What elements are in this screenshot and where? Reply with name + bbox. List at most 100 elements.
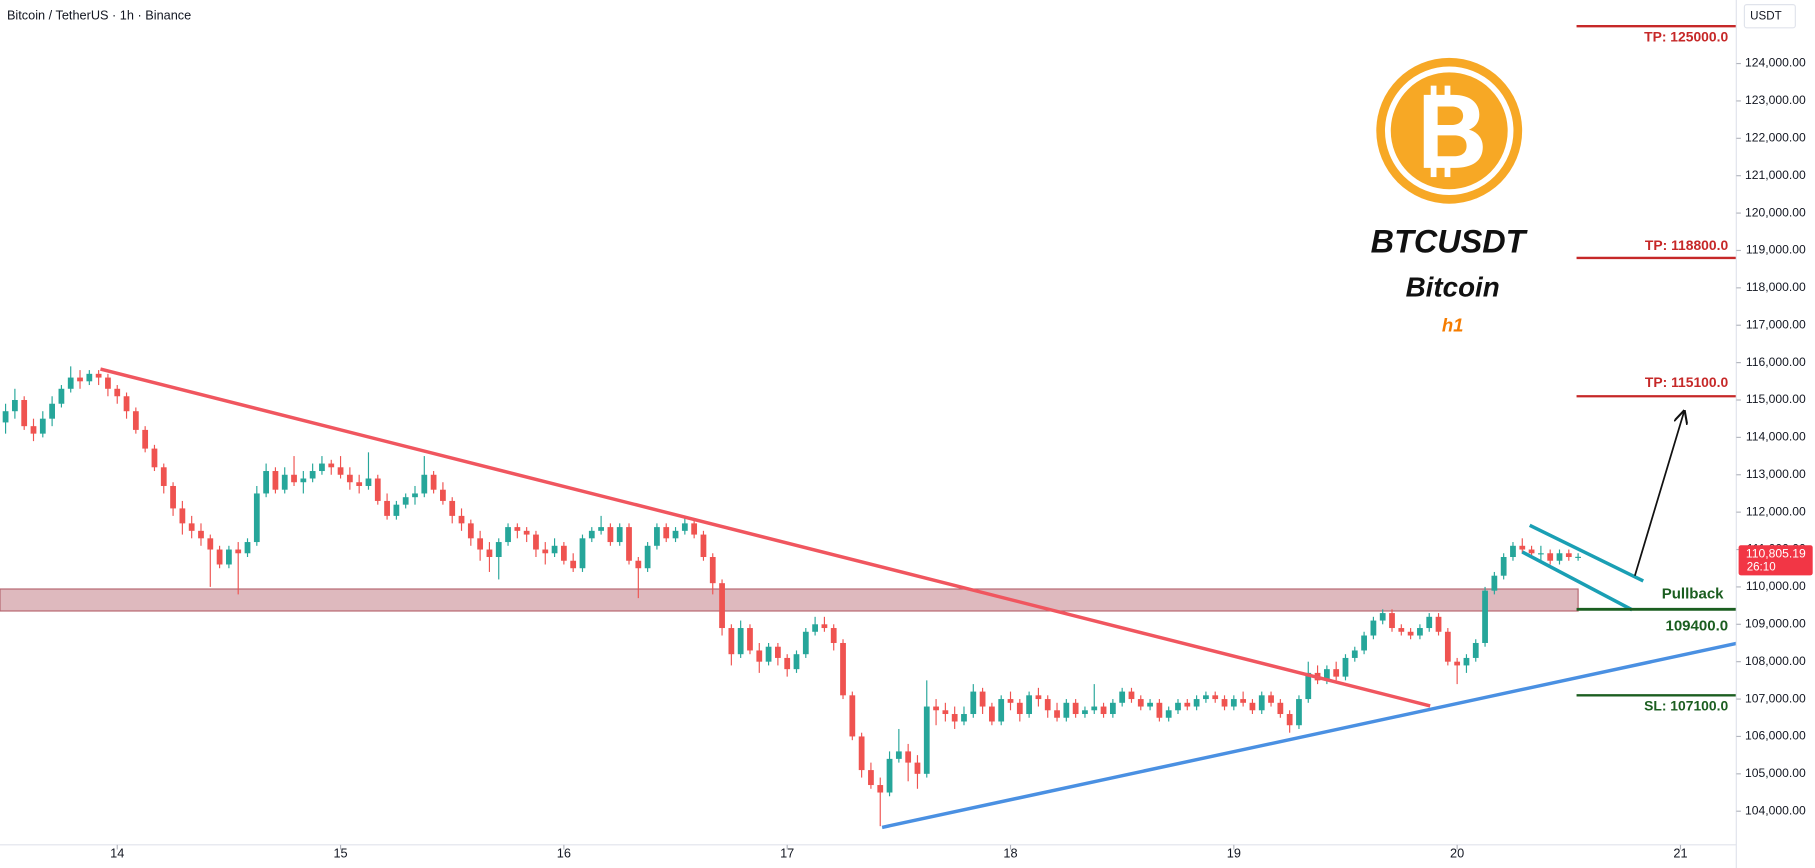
candle-body <box>840 642 846 696</box>
candle-body <box>756 650 763 662</box>
candle-body <box>95 373 102 378</box>
candle-body <box>1165 710 1172 718</box>
candle-body <box>1082 710 1088 715</box>
candle-body <box>1435 616 1442 632</box>
candle-body <box>1351 650 1358 658</box>
y-axis-unit: USDT <box>1750 10 1781 22</box>
candle-body <box>1547 553 1554 561</box>
candle-body <box>328 463 335 468</box>
level-label: TP: 118800.0 <box>1645 237 1729 253</box>
candle-body <box>775 646 781 658</box>
candle-body <box>337 467 344 475</box>
x-tick-label: 15 <box>333 845 347 860</box>
candle-body <box>1482 590 1488 643</box>
candle-body <box>1361 635 1367 651</box>
candle-body <box>1091 706 1098 711</box>
y-tick-label: 123,000.00 <box>1745 93 1806 107</box>
candle-body <box>1147 702 1153 707</box>
candle-body <box>979 691 986 707</box>
candle-body <box>1417 628 1423 636</box>
candle-body <box>700 534 707 558</box>
candle-body <box>151 448 158 468</box>
candle-body <box>914 762 921 774</box>
candle-body <box>1016 702 1023 715</box>
candle-body <box>719 583 725 629</box>
candle-body <box>607 527 614 543</box>
timeframe: h1 <box>1442 314 1464 335</box>
candle-body <box>1119 691 1126 703</box>
level-label: TP: 115100.0 <box>1645 374 1729 390</box>
support-zone <box>0 588 1579 612</box>
candle-body <box>1128 691 1135 700</box>
candle-body <box>560 545 567 561</box>
candle-body <box>533 534 539 550</box>
candle-body <box>1296 699 1302 726</box>
candle-body <box>858 736 865 771</box>
candle-body <box>77 377 83 382</box>
trendline <box>100 367 1431 708</box>
candle-body <box>505 527 511 543</box>
candle-body <box>365 478 372 486</box>
candle-body <box>477 538 484 550</box>
candle-body <box>737 628 744 655</box>
symbol-header: Bitcoin / TetherUS · 1h · Binance <box>7 8 191 23</box>
candle-body <box>1500 557 1507 576</box>
candle-body <box>105 377 111 389</box>
candle-body <box>142 429 149 449</box>
candle-body <box>1137 699 1144 707</box>
candle-body <box>253 493 260 543</box>
target-arrow <box>1634 411 1684 576</box>
chart-title: BTCUSDT <box>1371 224 1529 260</box>
candle-body <box>1463 657 1470 666</box>
candle-body <box>1575 556 1581 558</box>
candle-body <box>1426 616 1433 629</box>
candle-body <box>170 485 176 509</box>
candle-body <box>486 549 493 558</box>
candle-body <box>1528 549 1535 554</box>
candle-body <box>905 751 912 763</box>
candle-body <box>551 545 558 554</box>
candle-body <box>747 628 753 651</box>
candle-body <box>895 751 902 759</box>
unit-box[interactable] <box>1743 4 1796 29</box>
candle-body <box>49 403 55 419</box>
y-tick-label: 116,000.00 <box>1746 355 1806 369</box>
last-price-label: 110,805.19 <box>1746 547 1806 561</box>
candle-body <box>374 478 381 501</box>
candle-body <box>291 474 297 483</box>
y-tick-label: 121,000.00 <box>1745 168 1806 182</box>
candle-body <box>319 463 325 472</box>
candle-body <box>1203 695 1209 700</box>
candle-body <box>1333 669 1340 677</box>
candle-body <box>644 545 651 569</box>
y-tick-label: 105,000.00 <box>1745 766 1806 780</box>
candle-body <box>1156 702 1163 718</box>
candle-body <box>1193 699 1200 707</box>
candle-body <box>579 538 586 569</box>
bitcoin-logo <box>1376 57 1523 204</box>
candle-body <box>207 538 214 550</box>
chart-subtitle: Bitcoin <box>1406 272 1500 303</box>
candle-body <box>132 411 139 430</box>
y-tick-label: 120,000.00 <box>1745 205 1806 219</box>
y-tick-label: 112,000.00 <box>1746 504 1806 518</box>
candle-body <box>970 691 977 715</box>
candle-body <box>1044 699 1051 711</box>
candle-body <box>1444 631 1451 662</box>
candle-body <box>179 508 186 524</box>
candle-body <box>430 474 437 490</box>
candle-body <box>39 418 46 434</box>
candle-body <box>198 530 204 539</box>
candle-body <box>309 471 316 479</box>
y-tick-label: 110,000.00 <box>1746 579 1806 593</box>
y-tick-label: 124,000.00 <box>1745 56 1806 70</box>
candle-body <box>1556 553 1563 561</box>
candle-body <box>58 388 65 404</box>
pullback-label: Pullback <box>1662 585 1724 602</box>
candle-body <box>123 396 130 412</box>
candle-body <box>1026 695 1033 715</box>
candle-body <box>346 474 353 483</box>
y-tick-label: 117,000.00 <box>1746 317 1806 331</box>
